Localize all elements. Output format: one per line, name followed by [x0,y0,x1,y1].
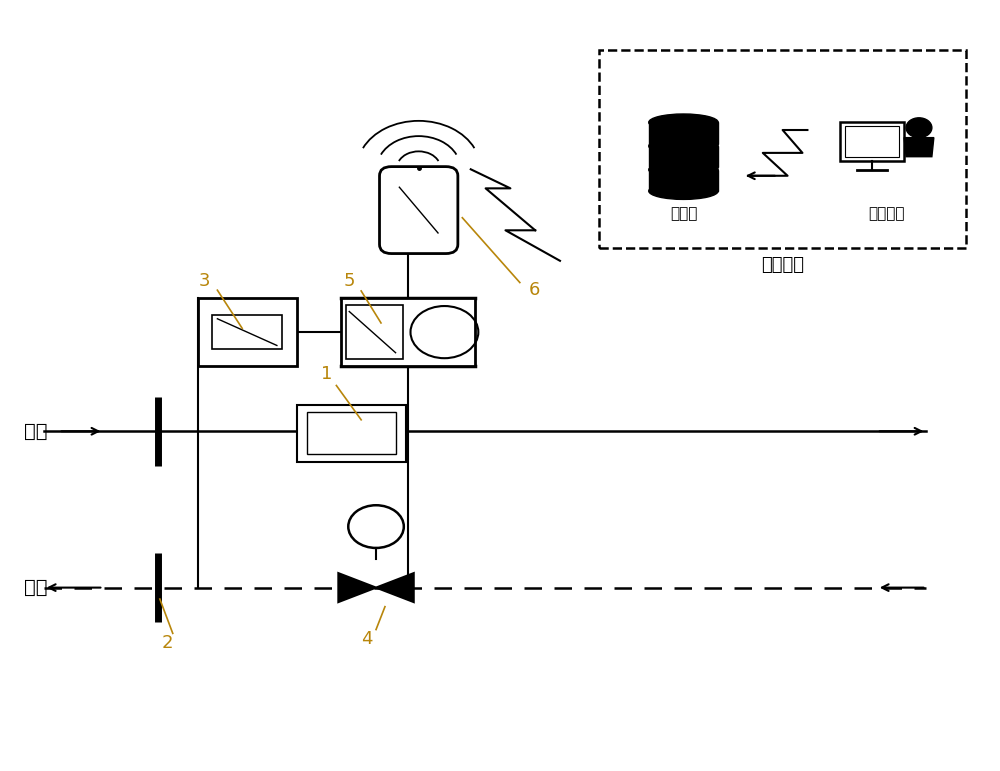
FancyBboxPatch shape [599,50,966,248]
Polygon shape [376,573,414,602]
Text: 服务器: 服务器 [670,207,697,221]
Ellipse shape [649,161,718,178]
Text: 2: 2 [162,634,174,651]
FancyBboxPatch shape [341,298,475,366]
FancyBboxPatch shape [649,146,718,167]
FancyBboxPatch shape [845,126,899,157]
Circle shape [906,118,932,138]
FancyBboxPatch shape [307,412,396,454]
Text: 4: 4 [361,630,373,648]
Text: 3: 3 [199,272,210,290]
Ellipse shape [649,138,718,154]
FancyBboxPatch shape [649,170,718,191]
FancyBboxPatch shape [380,167,458,254]
Text: 显示终端: 显示终端 [868,207,905,221]
Text: 回水: 回水 [24,578,48,597]
FancyBboxPatch shape [840,123,904,160]
Text: 1: 1 [321,365,332,383]
FancyBboxPatch shape [198,298,297,366]
FancyBboxPatch shape [297,405,406,462]
Text: 监控平台: 监控平台 [761,256,804,274]
Text: 供水: 供水 [24,422,48,441]
Ellipse shape [649,183,718,200]
FancyBboxPatch shape [346,305,403,359]
FancyBboxPatch shape [212,315,282,349]
Polygon shape [904,138,934,157]
Text: 5: 5 [344,272,355,290]
Text: 6: 6 [529,281,540,299]
Polygon shape [338,573,376,602]
Ellipse shape [649,114,718,131]
FancyBboxPatch shape [649,123,718,143]
